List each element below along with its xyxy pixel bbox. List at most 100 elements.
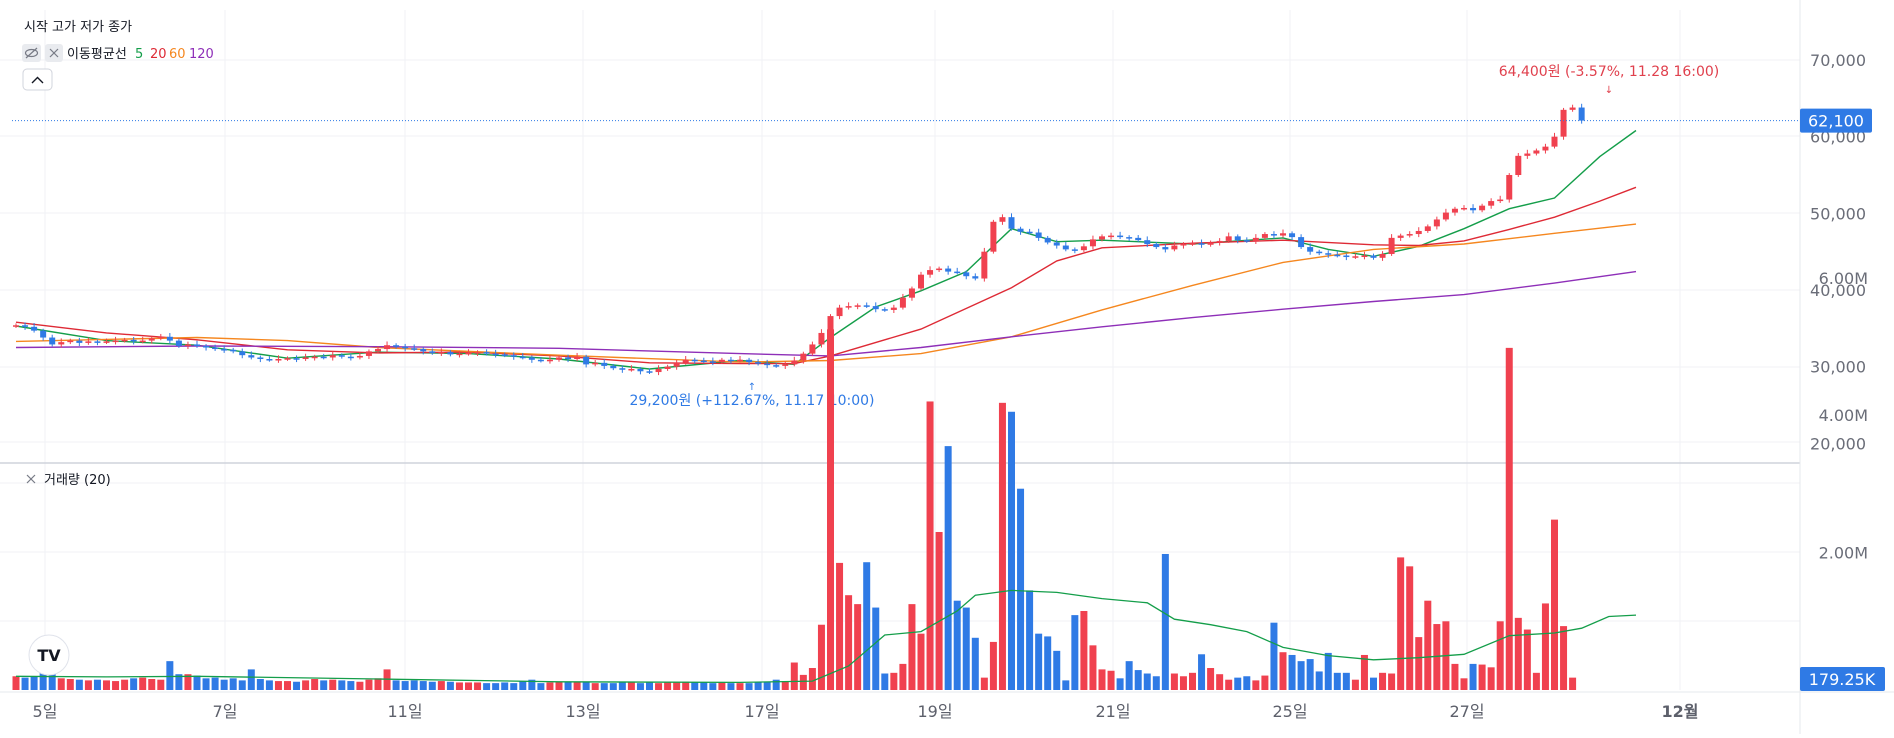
candle-body [356, 355, 363, 358]
candle-body [139, 340, 146, 343]
volume-bar [1062, 680, 1070, 690]
volume-bar [528, 679, 536, 690]
price-tick-label: 40,000 [1810, 281, 1866, 300]
volume-bar [1179, 676, 1187, 690]
volume-bar [84, 680, 92, 690]
candle-body [1126, 237, 1133, 239]
candle-body [546, 359, 553, 362]
volume-bar [202, 678, 210, 690]
volume-bar [501, 682, 509, 690]
time-tick-label: 19일 [917, 702, 952, 721]
candle-body [130, 339, 137, 342]
volume-ma-line [15, 589, 1637, 684]
candle-body [411, 348, 418, 350]
price-tick-label: 30,000 [1810, 358, 1866, 377]
volume-bar [428, 681, 436, 690]
eye-off-icon[interactable] [22, 44, 41, 62]
volume-bar [908, 604, 916, 690]
price-pane[interactable]: 64,400원 (-3.57%, 11.28 16:00) ↓ ↑ 29,200… [12, 64, 1800, 409]
current-volume-label: 179.25K [1809, 670, 1876, 689]
volume-bar [1424, 600, 1432, 690]
candle-body [194, 344, 200, 346]
volume-bar [953, 600, 961, 690]
close-icon[interactable] [45, 44, 63, 62]
volume-bar [410, 680, 418, 690]
candle-body [836, 307, 843, 317]
candle-body [1461, 207, 1467, 210]
candle-body [936, 268, 943, 271]
candle-body [112, 340, 119, 343]
volume-pane[interactable] [12, 329, 1637, 690]
volume-bar [1306, 659, 1314, 690]
volume-bar [1523, 629, 1531, 690]
volume-bar [1351, 679, 1359, 690]
candle-body [347, 356, 354, 359]
volume-bar [1478, 664, 1486, 690]
candle-body [1370, 255, 1377, 258]
candle-body [1379, 253, 1386, 258]
volume-bar [1541, 603, 1549, 690]
volume-bar [1551, 519, 1558, 690]
candle-body [492, 353, 499, 356]
volume-bar [1333, 672, 1341, 690]
time-axis[interactable]: 5일 7일 11일 13일 17일 19일 21일 25일 27일 12월 [33, 702, 1699, 721]
volume-bar [944, 446, 952, 690]
volume-bar [1234, 677, 1242, 690]
volume-bar [627, 682, 635, 690]
volume-close-icon[interactable] [26, 474, 36, 484]
volume-bar [1161, 553, 1169, 690]
volume-bar [827, 329, 834, 690]
moving-average-lines [15, 129, 1637, 370]
candle-body [1153, 244, 1160, 248]
time-tick-label: 11일 [387, 702, 422, 721]
ma-label: 이동평균선 [67, 47, 127, 62]
candle-body [157, 336, 164, 339]
candle-body [782, 364, 789, 366]
candle-body [755, 362, 762, 364]
candle-body [438, 352, 445, 354]
volume-bar [781, 681, 789, 690]
volume-bar [609, 683, 617, 690]
volume-bar [455, 682, 463, 690]
volume-bar [374, 678, 382, 690]
volume-bar [790, 662, 798, 690]
candle-body [1560, 109, 1567, 137]
volume-bar [121, 679, 129, 690]
candle-body [1189, 243, 1196, 245]
volume-bar [130, 678, 138, 690]
candle-body [818, 332, 825, 345]
volume-bar [736, 683, 744, 690]
legend: 시작 고가 저가 종가 이동평균선 5 20 60 120 [22, 20, 214, 91]
candle-body [257, 357, 264, 360]
collapse-button[interactable] [22, 68, 53, 91]
volume-bar [39, 660, 47, 690]
volume-bar [1487, 667, 1495, 690]
candle-body [565, 357, 572, 360]
volume-bar [1505, 347, 1513, 690]
candle-body [682, 359, 689, 363]
candle-body [329, 355, 336, 358]
candle-body [393, 345, 400, 347]
volume-bar [682, 681, 690, 690]
candle-body [420, 349, 427, 352]
volume-bar [1017, 488, 1025, 690]
volume-bar [1297, 661, 1305, 690]
candle-body [700, 360, 707, 363]
tradingview-logo[interactable]: TV [28, 634, 70, 676]
volume-axis[interactable]: 6.00M 4.00M 2.00M [1819, 269, 1868, 563]
ma-period-60: 60 [169, 47, 186, 62]
candle-body [727, 359, 734, 362]
price-tick-label: 50,000 [1810, 204, 1866, 223]
candle-body [402, 346, 409, 349]
volume-bar [745, 683, 753, 690]
candle-body [863, 305, 870, 307]
candle-body [31, 326, 38, 331]
candle-body [1099, 236, 1105, 240]
volume-bar [1243, 676, 1251, 690]
volume-bar [618, 682, 626, 690]
volume-bar [157, 679, 165, 690]
volume-legend: 거래량 (20) [26, 473, 111, 488]
